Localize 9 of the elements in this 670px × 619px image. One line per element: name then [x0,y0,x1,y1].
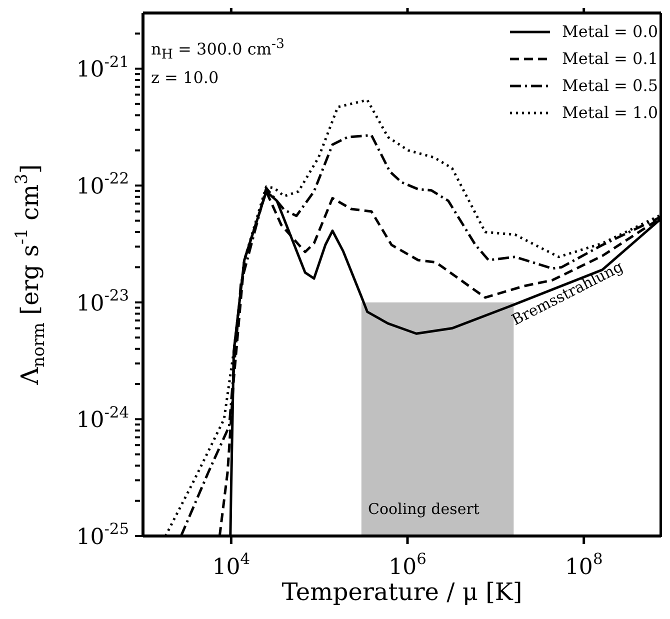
annotation: Cooling desert [368,500,480,518]
legend-label: Metal = 0.5 [562,76,658,95]
x-axis-title: Temperature / μ [K] [282,578,522,606]
legend-label: Metal = 0.0 [562,22,658,41]
y-axis-title: Λnorm [erg s-1 cm3] [11,164,48,386]
legend-label: Metal = 0.1 [562,49,658,68]
legend-label: Metal = 1.0 [562,103,658,122]
annotation: n$_{H}$ = 300.0 cm$^{-3}$ [151,36,285,65]
annotation: z = 10.0 [151,66,220,89]
